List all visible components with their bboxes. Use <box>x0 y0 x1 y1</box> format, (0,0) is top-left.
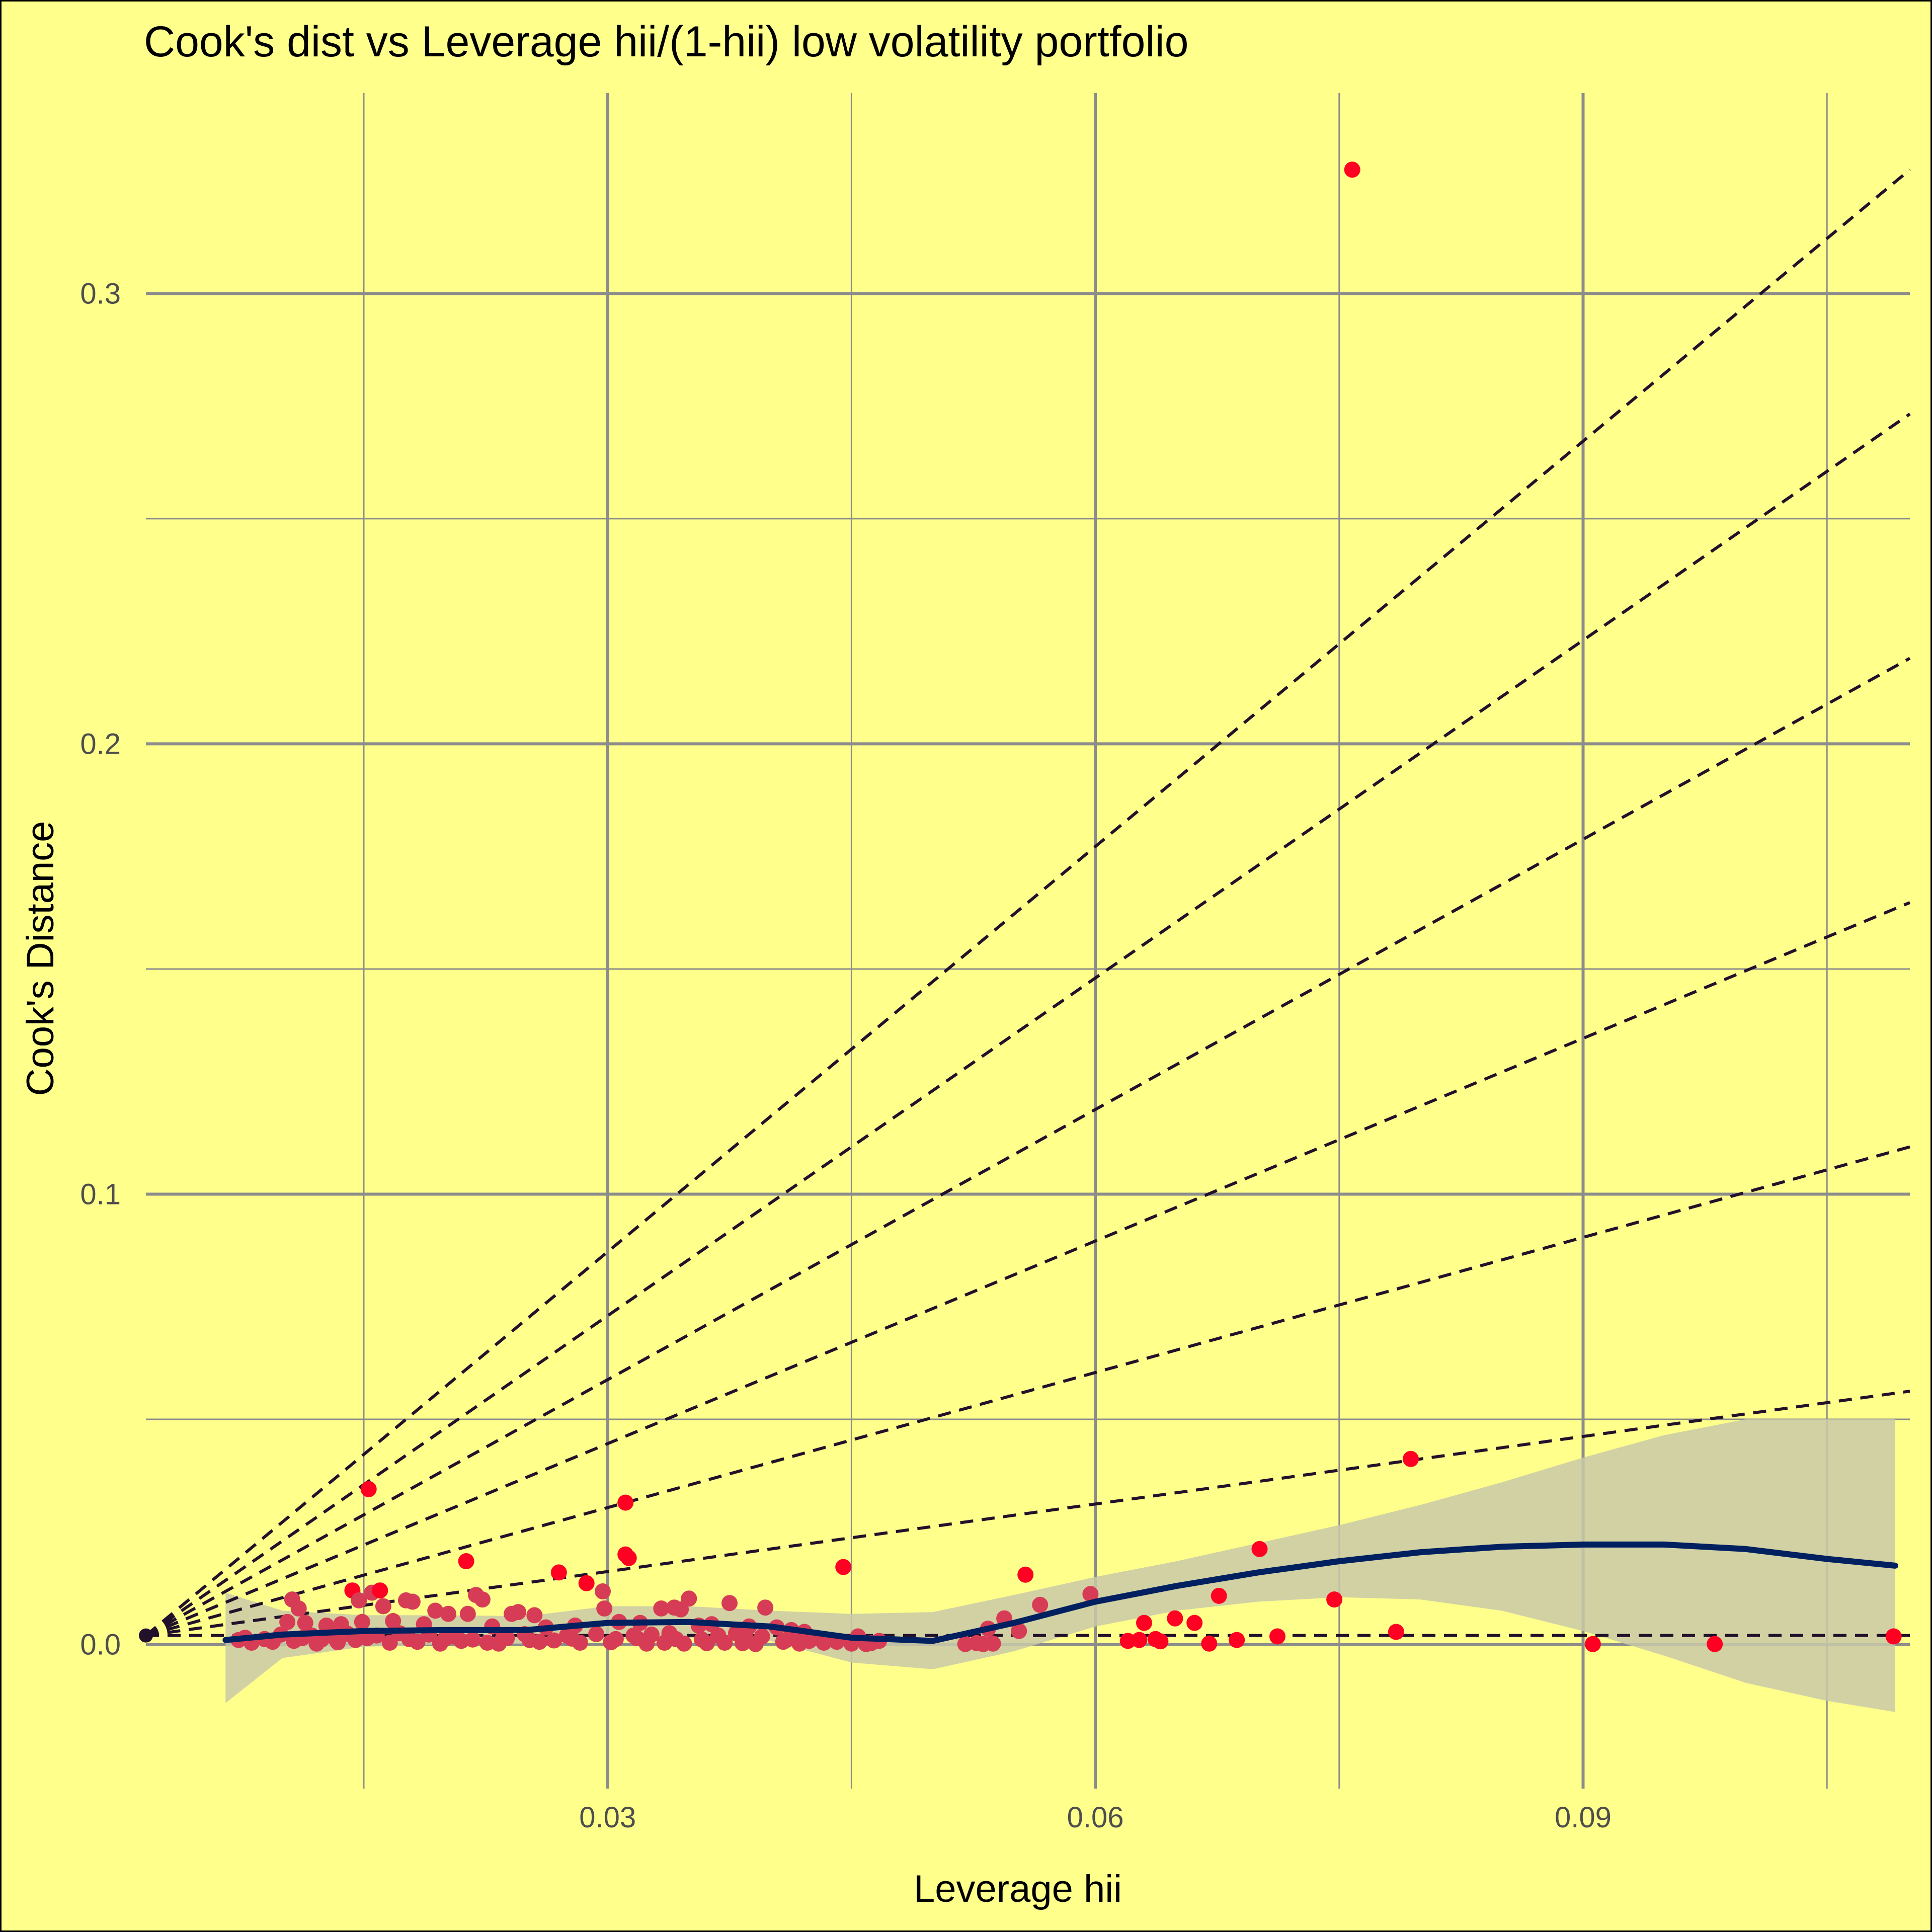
x-axis-title: Leverage hii <box>914 1868 1122 1910</box>
data-point <box>1167 1610 1183 1627</box>
data-point <box>721 1595 738 1612</box>
data-point <box>1251 1541 1268 1557</box>
chart-title: Cook's dist vs Leverage hii/(1-hii) low … <box>144 18 1188 66</box>
data-point <box>360 1481 377 1497</box>
data-point <box>607 1631 624 1647</box>
data-point <box>474 1591 491 1608</box>
reference-line <box>145 657 1911 1637</box>
data-point <box>801 1633 818 1649</box>
data-point <box>330 1634 346 1651</box>
data-point <box>985 1635 1001 1652</box>
data-point <box>816 1635 832 1651</box>
data-point <box>668 1631 684 1647</box>
x-tick-label: 0.06 <box>1067 1801 1124 1834</box>
data-point <box>290 1600 307 1617</box>
data-point <box>617 1494 634 1511</box>
data-point <box>375 1598 391 1615</box>
data-point <box>510 1604 526 1621</box>
data-point <box>835 1559 852 1575</box>
data-point <box>459 1605 476 1622</box>
x-tick-label: 0.09 <box>1555 1801 1612 1834</box>
data-point <box>550 1564 567 1581</box>
data-point <box>1269 1628 1285 1645</box>
reference-line <box>145 413 1911 1637</box>
data-point <box>427 1602 444 1619</box>
data-point <box>628 1630 645 1646</box>
data-point <box>1344 162 1360 178</box>
data-point <box>1584 1636 1601 1652</box>
data-point <box>458 1553 474 1569</box>
reference-line <box>145 168 1911 1637</box>
smooth-line-layer <box>222 1541 1898 1644</box>
data-point <box>354 1614 370 1630</box>
data-point <box>1326 1591 1343 1608</box>
data-point <box>279 1614 296 1630</box>
data-point <box>1032 1596 1049 1613</box>
data-point <box>778 1632 795 1648</box>
confidence-band <box>225 1419 1895 1712</box>
data-point <box>437 1630 453 1647</box>
y-tick-label: 0.3 <box>80 277 121 310</box>
data-point <box>1403 1451 1419 1467</box>
data-point <box>1017 1566 1034 1583</box>
data-point <box>464 1631 481 1648</box>
data-point <box>499 1630 515 1646</box>
data-point <box>401 1631 418 1647</box>
data-point <box>1707 1636 1723 1652</box>
data-point <box>673 1601 689 1618</box>
data-point <box>588 1626 605 1642</box>
data-point <box>381 1635 398 1651</box>
data-point <box>595 1583 611 1599</box>
data-point <box>351 1592 367 1608</box>
data-point <box>738 1630 754 1647</box>
y-tick-label: 0.0 <box>80 1629 121 1661</box>
data-point <box>694 1631 710 1648</box>
y-tick-label: 0.2 <box>80 728 121 760</box>
data-point <box>716 1635 733 1651</box>
smooth-line <box>222 1541 1898 1644</box>
y-tick-label: 0.1 <box>80 1178 121 1211</box>
data-point <box>404 1593 421 1610</box>
data-point <box>1211 1587 1227 1604</box>
data-point <box>372 1582 388 1599</box>
confidence-band-layer <box>225 1419 1895 1712</box>
reference-origin-marker <box>139 1628 153 1643</box>
data-point <box>620 1550 637 1566</box>
data-point <box>297 1615 313 1631</box>
data-point <box>1885 1628 1902 1645</box>
data-point <box>757 1599 774 1616</box>
reference-line <box>145 1145 1910 1637</box>
data-point <box>564 1630 580 1647</box>
data-point <box>1388 1624 1404 1640</box>
data-point <box>546 1632 562 1649</box>
data-point <box>440 1605 456 1622</box>
data-point <box>1131 1632 1148 1648</box>
data-point <box>1136 1615 1152 1631</box>
data-point <box>1082 1586 1099 1602</box>
data-point <box>596 1600 613 1617</box>
data-point <box>526 1607 543 1624</box>
reference-line <box>145 901 1911 1637</box>
reference-line <box>145 1390 1910 1637</box>
tick-labels: 0.0 0.1 0.2 0.3 0.03 0.06 0.09 <box>80 277 1612 1834</box>
data-point <box>385 1613 401 1629</box>
data-point <box>359 1630 375 1646</box>
data-point <box>578 1575 595 1591</box>
data-point <box>1229 1632 1245 1648</box>
data-point <box>1201 1635 1218 1652</box>
x-tick-label: 0.03 <box>579 1801 636 1834</box>
y-axis-title: Cook's Distance <box>19 821 62 1096</box>
data-point <box>1152 1633 1169 1650</box>
data-point <box>653 1600 670 1617</box>
data-point <box>521 1632 538 1648</box>
data-point <box>1186 1615 1203 1631</box>
data-point <box>1011 1623 1027 1639</box>
